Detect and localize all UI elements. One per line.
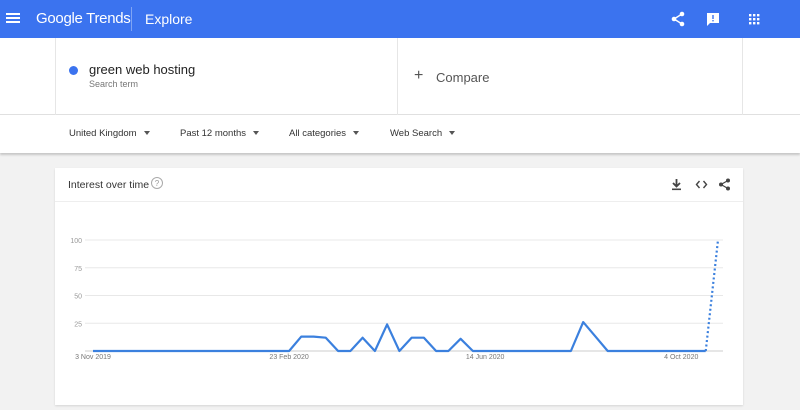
filter-label: Past 12 months [180, 128, 247, 139]
apps-icon[interactable] [746, 11, 762, 27]
dropdown-arrow-icon [253, 131, 260, 136]
x-tick-label: 4 Oct 2020 [664, 354, 698, 361]
help-icon[interactable]: ? [151, 177, 163, 189]
y-tick-label: 25 [74, 321, 82, 328]
compare-button[interactable]: + Compare [398, 38, 743, 115]
share-icon[interactable] [670, 11, 686, 27]
search-term-name[interactable]: green web hosting [89, 62, 196, 77]
x-tick-label: 3 Nov 2019 [75, 354, 111, 361]
filter-label: All categories [289, 128, 347, 139]
term-color-dot [69, 66, 78, 75]
filter-label: United Kingdom [69, 128, 137, 139]
download-icon[interactable] [670, 178, 683, 191]
google-trends-logo[interactable]: Google Trends [36, 10, 131, 27]
filter-label: Web Search [390, 128, 443, 139]
search-term-card[interactable]: green web hosting Search term [55, 38, 398, 115]
card-title: Interest over time [68, 179, 150, 191]
feedback-icon[interactable] [705, 11, 721, 27]
search-term-type: Search term [89, 79, 139, 89]
divider [131, 7, 132, 31]
interest-chart: 100 75 50 25 3 Nov 2019 23 Feb 2020 14 Jun 202… [70, 238, 723, 361]
interest-over-time-card: Interest over time ? 100 75 50 25 3 Nov 2019… [55, 168, 743, 405]
plus-icon: + [414, 67, 424, 84]
embed-icon[interactable] [695, 178, 708, 191]
filter-region[interactable]: United Kingdom [69, 128, 150, 139]
page-title: Explore [145, 11, 193, 27]
filter-time-range[interactable]: Past 12 months [180, 128, 260, 139]
y-tick-label: 75 [74, 266, 82, 273]
x-tick-label: 14 Jun 2020 [466, 354, 505, 361]
filter-category[interactable]: All categories [289, 128, 360, 139]
filter-search-type[interactable]: Web Search [390, 128, 456, 139]
divider [55, 201, 743, 202]
search-terms-bar: green web hosting Search term + Compare [0, 38, 800, 115]
share-icon[interactable] [718, 178, 731, 191]
series-line [93, 321, 706, 353]
series-partial-line [704, 239, 720, 352]
filter-bar: United Kingdom Past 12 months All catego… [0, 115, 800, 153]
menu-icon[interactable] [6, 11, 20, 25]
y-tick-label: 50 [74, 294, 82, 301]
compare-label: Compare [436, 70, 490, 85]
dropdown-arrow-icon [143, 131, 150, 136]
y-tick-label: 100 [70, 238, 82, 245]
top-bar: Google Trends Explore [0, 0, 800, 38]
x-tick-label: 23 Feb 2020 [269, 354, 308, 361]
dropdown-arrow-icon [353, 131, 360, 136]
dropdown-arrow-icon [449, 131, 456, 136]
